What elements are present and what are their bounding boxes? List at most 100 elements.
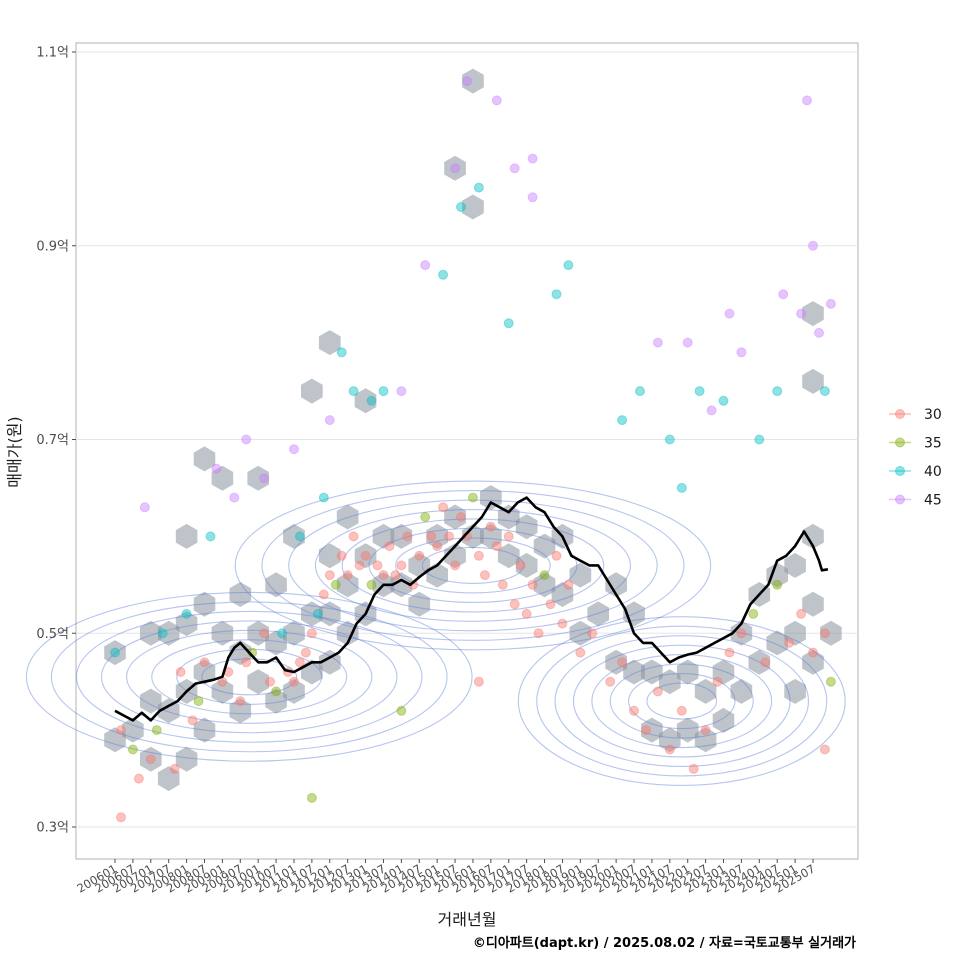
moving-average-line bbox=[114, 496, 829, 722]
data-point bbox=[473, 550, 484, 561]
data-point bbox=[557, 618, 568, 629]
density-contour bbox=[628, 673, 736, 730]
density-contour bbox=[201, 658, 298, 696]
data-point bbox=[509, 163, 520, 174]
data-point bbox=[718, 395, 729, 406]
hexbin-cell bbox=[748, 649, 771, 675]
data-point bbox=[110, 647, 120, 658]
data-point bbox=[133, 773, 144, 784]
data-point bbox=[402, 531, 413, 542]
hexbin-cell bbox=[175, 523, 198, 549]
data-point bbox=[306, 792, 317, 803]
data-point bbox=[444, 531, 455, 542]
data-point bbox=[378, 570, 389, 581]
data-point bbox=[450, 560, 461, 571]
hexbin-cell bbox=[605, 649, 627, 675]
hexbin-cell bbox=[211, 678, 234, 704]
data-point bbox=[116, 725, 126, 736]
data-point bbox=[641, 725, 651, 736]
density-contour bbox=[421, 546, 525, 584]
data-point bbox=[205, 531, 216, 542]
data-point bbox=[551, 289, 562, 300]
moving-average-layer bbox=[114, 496, 829, 722]
hexbin-cell bbox=[229, 698, 252, 724]
hexbin-cell bbox=[766, 562, 788, 588]
hexbin-cell bbox=[247, 465, 269, 491]
data-point bbox=[819, 386, 830, 397]
data-point bbox=[551, 550, 562, 561]
data-point bbox=[688, 763, 699, 774]
hexbin-cell bbox=[283, 678, 305, 704]
data-point bbox=[259, 473, 270, 484]
data-point bbox=[193, 696, 204, 707]
data-point bbox=[515, 560, 526, 571]
hexbin-cell bbox=[283, 620, 305, 646]
density-contour bbox=[609, 663, 754, 739]
data-point bbox=[527, 579, 538, 590]
y-tick-label: 0.5억 bbox=[36, 627, 69, 642]
data-point bbox=[438, 502, 449, 513]
data-point bbox=[300, 647, 311, 658]
data-point bbox=[318, 492, 329, 503]
data-point bbox=[629, 705, 639, 716]
density-contour bbox=[151, 639, 348, 715]
data-point bbox=[617, 657, 628, 668]
hexbin-cell bbox=[265, 630, 287, 656]
hexbin-cell bbox=[712, 659, 735, 685]
hexbin-cell bbox=[766, 630, 788, 656]
data-point bbox=[485, 521, 496, 532]
data-point bbox=[420, 512, 431, 522]
hexbin-cell bbox=[676, 717, 699, 743]
hexbin-cell bbox=[157, 698, 180, 724]
hexbin-cell bbox=[784, 552, 806, 578]
data-point bbox=[724, 308, 735, 319]
data-point bbox=[438, 269, 449, 280]
data-point bbox=[360, 550, 371, 561]
data-point bbox=[778, 289, 789, 300]
data-point bbox=[324, 570, 335, 581]
hexbin-cell bbox=[193, 717, 216, 743]
hexbin-cell bbox=[444, 543, 466, 569]
hexbin-cell bbox=[372, 523, 395, 549]
data-point bbox=[808, 647, 818, 658]
hexbin-cell bbox=[301, 601, 323, 627]
data-point bbox=[491, 541, 502, 552]
hexbin-cell bbox=[462, 68, 484, 94]
data-point bbox=[312, 608, 323, 619]
data-point bbox=[652, 686, 663, 697]
data-point bbox=[241, 434, 252, 445]
density-contour bbox=[314, 508, 631, 622]
data-point bbox=[211, 463, 222, 474]
density-contour bbox=[100, 620, 398, 734]
data-point bbox=[151, 725, 162, 736]
x-axis: 2006012006072007012007072008012008072009… bbox=[74, 859, 818, 896]
density-contour-layer bbox=[25, 480, 846, 787]
data-point bbox=[509, 599, 520, 610]
legend-label: 30 bbox=[924, 407, 942, 423]
data-point bbox=[271, 686, 282, 697]
data-point bbox=[145, 754, 156, 765]
data-point bbox=[181, 608, 192, 619]
grid bbox=[76, 51, 858, 828]
hexbin-cell bbox=[104, 640, 126, 666]
legend-label: 35 bbox=[924, 436, 942, 452]
data-point bbox=[169, 763, 180, 774]
hexbin-cell bbox=[730, 620, 753, 646]
hexbin-cell bbox=[623, 659, 645, 685]
hexbin-cell bbox=[551, 582, 574, 607]
density-contour bbox=[234, 480, 712, 651]
density-contour bbox=[50, 601, 448, 753]
data-point bbox=[736, 628, 747, 639]
data-point bbox=[808, 240, 818, 251]
hexbin-cell bbox=[641, 659, 663, 685]
hexbin-cell bbox=[247, 620, 269, 646]
hexbin-cell bbox=[390, 523, 413, 549]
data-point bbox=[420, 260, 431, 271]
hexbin-cell bbox=[336, 504, 359, 530]
hexbin-cell bbox=[318, 543, 341, 569]
data-point bbox=[533, 628, 544, 639]
density-contour bbox=[395, 537, 551, 594]
data-point bbox=[796, 608, 807, 619]
hexbin-cell bbox=[444, 155, 466, 181]
hexbin-cell bbox=[694, 678, 717, 704]
